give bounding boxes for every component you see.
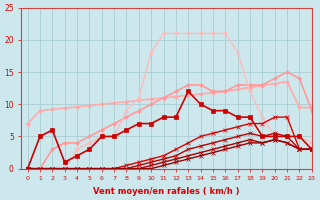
- X-axis label: Vent moyen/en rafales ( km/h ): Vent moyen/en rafales ( km/h ): [93, 187, 240, 196]
